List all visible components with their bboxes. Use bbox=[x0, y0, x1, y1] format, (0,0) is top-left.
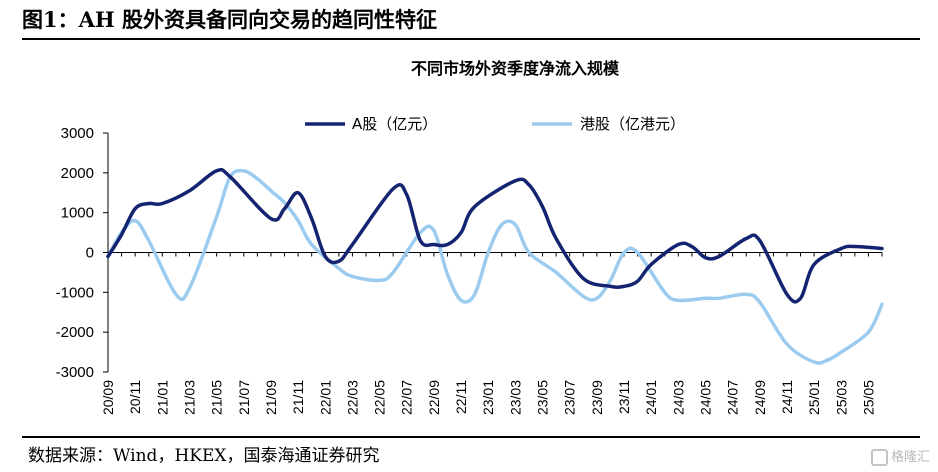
x-tick-label: 21/03 bbox=[181, 380, 197, 415]
line-chart: 不同市场外资季度净流入规模 3000 2000 1000 0 -1000 -2000 -300… bbox=[56, 59, 884, 415]
x-tick-label: 23/11 bbox=[616, 380, 632, 414]
source-rule bbox=[22, 436, 920, 438]
y-tick-label: 3000 bbox=[61, 125, 94, 142]
source-note: 数据来源：Wind，HKEX，国泰海通证券研究 bbox=[28, 446, 380, 466]
x-tick-label: 24/05 bbox=[697, 380, 713, 415]
title-rule bbox=[22, 38, 920, 40]
y-tick-label: -3000 bbox=[56, 364, 94, 381]
x-tick-label: 24/07 bbox=[725, 380, 741, 415]
y-tick-label: -2000 bbox=[56, 324, 94, 341]
series-h-line bbox=[106, 168, 884, 365]
x-tick-label: 24/11 bbox=[779, 380, 795, 414]
x-tick-label: 21/11 bbox=[290, 380, 306, 414]
watermark-logo-icon bbox=[870, 449, 888, 466]
x-tick-label: 23/03 bbox=[507, 380, 523, 415]
x-tick-label: 24/03 bbox=[670, 380, 686, 415]
x-tick-label: 20/09 bbox=[100, 380, 116, 415]
y-tick-label: 1000 bbox=[61, 205, 94, 222]
series-a-line bbox=[106, 167, 884, 304]
x-tick-label: 23/07 bbox=[562, 380, 578, 415]
watermark: 格隆汇 bbox=[870, 446, 930, 466]
watermark-text: 格隆汇 bbox=[890, 450, 930, 465]
x-tick-label: 23/09 bbox=[589, 380, 605, 415]
x-tick-label: 25/01 bbox=[806, 380, 822, 415]
x-tick-label: 22/03 bbox=[344, 380, 360, 415]
figure-title: 图1：AH 股外资具备同向交易的趋同性特征 bbox=[22, 7, 438, 32]
legend-label: 港股（亿港元） bbox=[580, 115, 685, 133]
x-tick-label: 25/03 bbox=[833, 380, 849, 415]
y-tick-label: -1000 bbox=[56, 284, 94, 301]
x-tick-label: 22/05 bbox=[372, 380, 388, 415]
x-tick-label: 22/01 bbox=[317, 380, 333, 415]
x-tick-label: 22/07 bbox=[399, 380, 415, 415]
x-tick-label: 24/01 bbox=[643, 380, 659, 415]
x-tick-label: 23/01 bbox=[480, 380, 496, 415]
y-tick-label: 0 bbox=[86, 245, 94, 262]
x-tick-label: 21/07 bbox=[236, 380, 252, 415]
x-tick-label: 21/01 bbox=[154, 380, 170, 415]
x-tick-label: 25/05 bbox=[860, 380, 876, 415]
x-tick-label: 21/09 bbox=[263, 380, 279, 415]
x-tick-label: 22/11 bbox=[453, 380, 469, 414]
chart-title: 不同市场外资季度净流入规模 bbox=[411, 59, 620, 78]
x-tick-label: 21/05 bbox=[209, 380, 225, 415]
x-tick-label: 22/09 bbox=[426, 380, 442, 415]
y-tick-label: 2000 bbox=[61, 165, 94, 182]
legend-label: A股（亿元） bbox=[352, 115, 437, 133]
x-tick-label: 20/11 bbox=[127, 380, 143, 414]
x-tick-label: 23/05 bbox=[535, 380, 551, 415]
x-tick-label: 24/09 bbox=[752, 380, 768, 415]
